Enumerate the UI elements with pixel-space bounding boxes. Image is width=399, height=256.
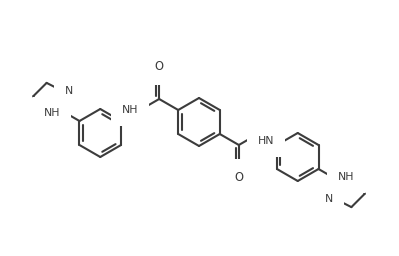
Text: HN: HN	[258, 136, 275, 146]
Text: NH: NH	[44, 108, 60, 118]
Text: O: O	[234, 171, 243, 184]
Text: NH: NH	[338, 172, 354, 182]
Text: N: N	[64, 87, 73, 97]
Text: O: O	[155, 60, 164, 73]
Text: N: N	[325, 194, 334, 204]
Text: NH: NH	[122, 105, 138, 115]
